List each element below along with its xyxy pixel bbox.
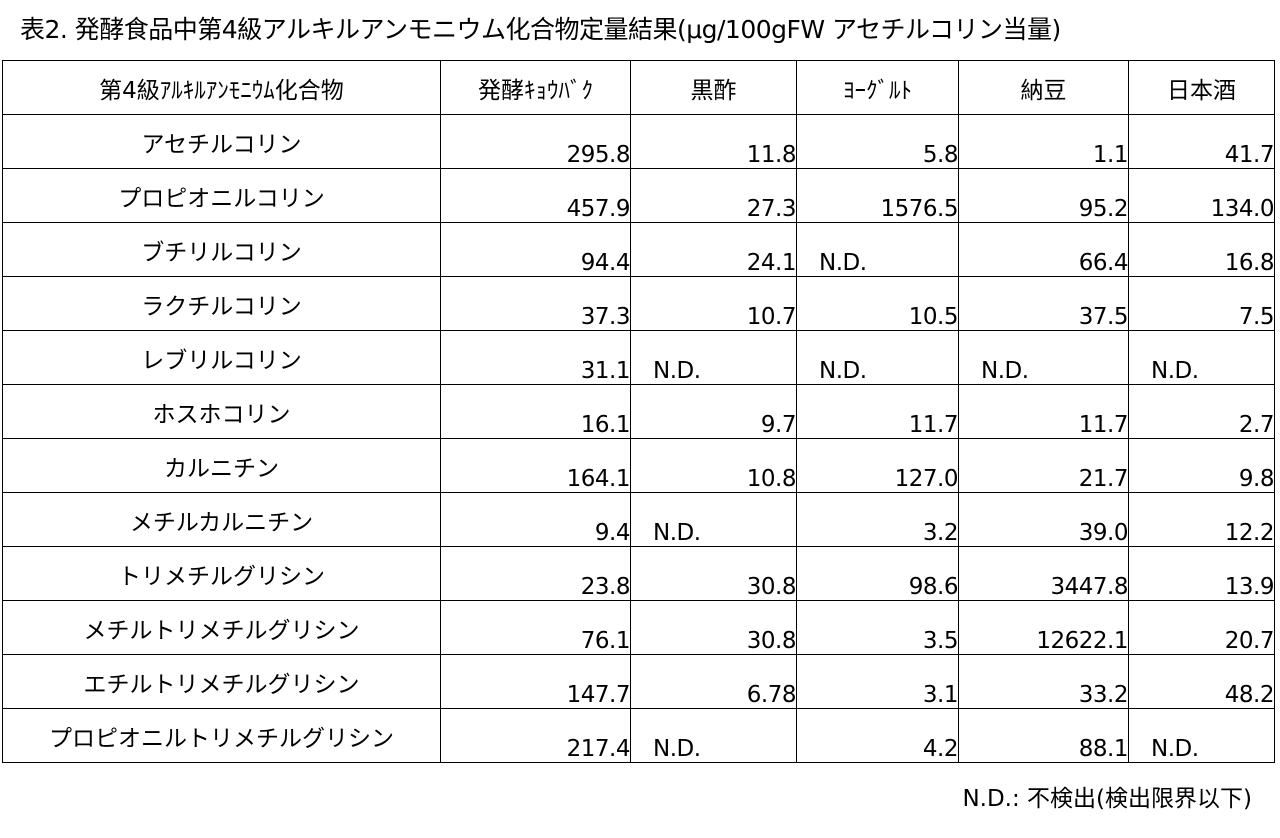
value-cell: 31.1 — [441, 331, 631, 385]
value-cell: 33.2 — [959, 655, 1129, 709]
compound-name-cell: カルニチン — [3, 439, 441, 493]
value-cell: 217.4 — [441, 709, 631, 763]
table-body: アセチルコリン295.811.85.81.141.7プロピオニルコリン457.9… — [3, 115, 1275, 763]
value-cell: 5.8 — [797, 115, 959, 169]
value-cell: 11.7 — [797, 385, 959, 439]
compound-name-cell: ホスホコリン — [3, 385, 441, 439]
value-cell: 24.1 — [631, 223, 797, 277]
value-cell: N.D. — [959, 331, 1129, 385]
value-cell: N.D. — [631, 331, 797, 385]
value-cell: 10.7 — [631, 277, 797, 331]
compound-name-cell: レブリルコリン — [3, 331, 441, 385]
compound-name-cell: トリメチルグリシン — [3, 547, 441, 601]
compound-name-cell: アセチルコリン — [3, 115, 441, 169]
value-cell: 48.2 — [1129, 655, 1275, 709]
value-cell: 10.5 — [797, 277, 959, 331]
value-cell: 13.9 — [1129, 547, 1275, 601]
value-cell: 30.8 — [631, 547, 797, 601]
compound-name-cell: プロピオニルコリン — [3, 169, 441, 223]
table-row: プロピオニルコリン457.927.31576.595.2134.0 — [3, 169, 1275, 223]
compound-name-cell: メチルトリメチルグリシン — [3, 601, 441, 655]
value-cell: 1576.5 — [797, 169, 959, 223]
value-cell: 164.1 — [441, 439, 631, 493]
value-cell: 127.0 — [797, 439, 959, 493]
value-cell: 30.8 — [631, 601, 797, 655]
table-row: ホスホコリン16.19.711.711.72.7 — [3, 385, 1275, 439]
value-cell: 10.8 — [631, 439, 797, 493]
value-cell: 9.7 — [631, 385, 797, 439]
header-sake: 日本酒 — [1129, 61, 1275, 115]
value-cell: 1.1 — [959, 115, 1129, 169]
table-row: ブチリルコリン94.424.1N.D.66.416.8 — [3, 223, 1275, 277]
value-cell: N.D. — [797, 331, 959, 385]
value-cell: 11.8 — [631, 115, 797, 169]
value-cell: 37.3 — [441, 277, 631, 331]
value-cell: N.D. — [1129, 709, 1275, 763]
compound-name-cell: ラクチルコリン — [3, 277, 441, 331]
value-cell: 88.1 — [959, 709, 1129, 763]
value-cell: 21.7 — [959, 439, 1129, 493]
table-title: 表2. 発酵食品中第4級アルキルアンモニウム化合物定量結果(μg/100gFW … — [20, 14, 1061, 46]
value-cell: 6.78 — [631, 655, 797, 709]
compound-name-cell: エチルトリメチルグリシン — [3, 655, 441, 709]
value-cell: 457.9 — [441, 169, 631, 223]
value-cell: 76.1 — [441, 601, 631, 655]
footnote: N.D.: 不検出(検出限界以下) — [962, 784, 1252, 814]
value-cell: 134.0 — [1129, 169, 1275, 223]
value-cell: 2.7 — [1129, 385, 1275, 439]
value-cell: 16.1 — [441, 385, 631, 439]
compound-name-cell: プロピオニルトリメチルグリシン — [3, 709, 441, 763]
header-fermented-barley: 発酵ｷｮｳﾊﾞｸ — [441, 61, 631, 115]
table-row: プロピオニルトリメチルグリシン217.4N.D.4.288.1N.D. — [3, 709, 1275, 763]
value-cell: 23.8 — [441, 547, 631, 601]
header-compound: 第4級ｱﾙｷﾙｱﾝﾓﾆｳﾑ化合物 — [3, 61, 441, 115]
value-cell: N.D. — [1129, 331, 1275, 385]
header-black-vinegar: 黒酢 — [631, 61, 797, 115]
value-cell: N.D. — [797, 223, 959, 277]
compound-name-cell: メチルカルニチン — [3, 493, 441, 547]
table-row: メチルカルニチン9.4N.D.3.239.012.2 — [3, 493, 1275, 547]
table-row: ラクチルコリン37.310.710.537.57.5 — [3, 277, 1275, 331]
value-cell: 9.8 — [1129, 439, 1275, 493]
value-cell: 27.3 — [631, 169, 797, 223]
header-row: 第4級ｱﾙｷﾙｱﾝﾓﾆｳﾑ化合物 発酵ｷｮｳﾊﾞｸ 黒酢 ﾖｰｸﾞﾙﾄ 納豆 日… — [3, 61, 1275, 115]
table-row: エチルトリメチルグリシン147.76.783.133.248.2 — [3, 655, 1275, 709]
header-natto: 納豆 — [959, 61, 1129, 115]
table-row: カルニチン164.110.8127.021.79.8 — [3, 439, 1275, 493]
value-cell: 7.5 — [1129, 277, 1275, 331]
value-cell: 98.6 — [797, 547, 959, 601]
value-cell: 295.8 — [441, 115, 631, 169]
value-cell: 9.4 — [441, 493, 631, 547]
table-row: レブリルコリン31.1N.D.N.D.N.D.N.D. — [3, 331, 1275, 385]
value-cell: 20.7 — [1129, 601, 1275, 655]
value-cell: 3.2 — [797, 493, 959, 547]
value-cell: N.D. — [631, 493, 797, 547]
value-cell: N.D. — [631, 709, 797, 763]
value-cell: 3.1 — [797, 655, 959, 709]
header-yogurt: ﾖｰｸﾞﾙﾄ — [797, 61, 959, 115]
value-cell: 94.4 — [441, 223, 631, 277]
table-row: アセチルコリン295.811.85.81.141.7 — [3, 115, 1275, 169]
results-table: 第4級ｱﾙｷﾙｱﾝﾓﾆｳﾑ化合物 発酵ｷｮｳﾊﾞｸ 黒酢 ﾖｰｸﾞﾙﾄ 納豆 日… — [2, 60, 1275, 763]
value-cell: 4.2 — [797, 709, 959, 763]
value-cell: 147.7 — [441, 655, 631, 709]
value-cell: 12622.1 — [959, 601, 1129, 655]
value-cell: 66.4 — [959, 223, 1129, 277]
table-row: メチルトリメチルグリシン76.130.83.512622.120.7 — [3, 601, 1275, 655]
value-cell: 3.5 — [797, 601, 959, 655]
compound-name-cell: ブチリルコリン — [3, 223, 441, 277]
value-cell: 12.2 — [1129, 493, 1275, 547]
value-cell: 11.7 — [959, 385, 1129, 439]
value-cell: 95.2 — [959, 169, 1129, 223]
value-cell: 41.7 — [1129, 115, 1275, 169]
value-cell: 16.8 — [1129, 223, 1275, 277]
value-cell: 39.0 — [959, 493, 1129, 547]
value-cell: 37.5 — [959, 277, 1129, 331]
value-cell: 3447.8 — [959, 547, 1129, 601]
table-row: トリメチルグリシン23.830.898.63447.813.9 — [3, 547, 1275, 601]
